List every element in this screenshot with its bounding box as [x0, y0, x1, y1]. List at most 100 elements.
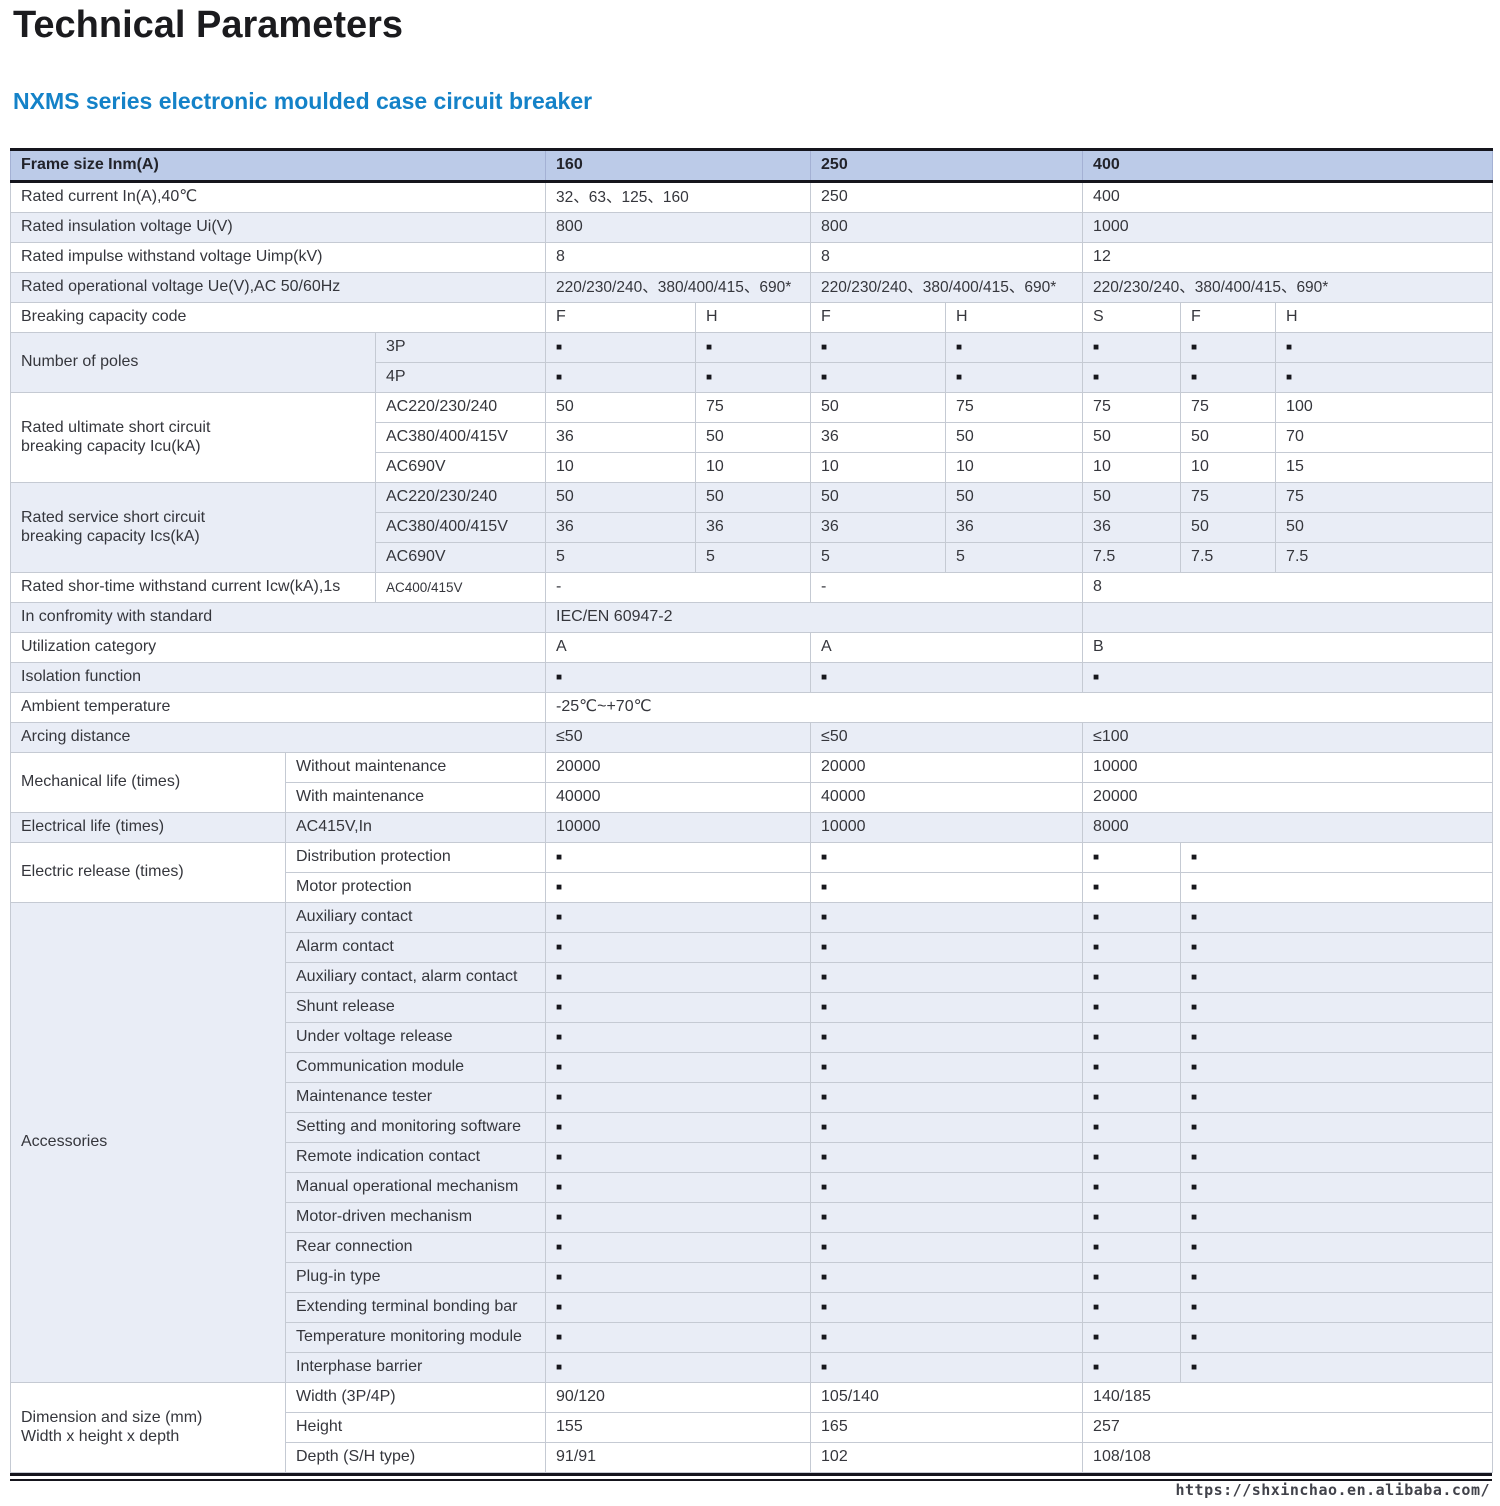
sub-label: AC380/400/415V [374, 512, 547, 543]
cell-value: 50 [810, 482, 947, 513]
table-row: AC690V 5 5 5 5 7.5 7.5 7.5 [11, 542, 1494, 573]
sub-label: AC690V [374, 542, 547, 573]
row-label: Rated impulse withstand voltage Uimp(kV) [9, 242, 547, 273]
availability-square: ■ [1180, 932, 1494, 963]
availability-square: ■ [810, 1142, 1084, 1173]
table-row: Arcing distance ≤50 ≤50 ≤100 [9, 722, 1494, 753]
availability-square: ■ [1180, 1322, 1494, 1353]
availability-square: ■ [1082, 962, 1182, 993]
cell-value: 50 [545, 482, 697, 513]
bottom-double-rule [10, 1473, 1492, 1481]
cell-value: 70 [1275, 422, 1494, 453]
sub-label: Remote indication contact [284, 1142, 547, 1173]
row-label: Dimension and size (mm) Width x height x… [10, 1382, 286, 1473]
cell-value: 5 [810, 542, 947, 573]
cell-value: ≤100 [1082, 722, 1494, 753]
sub-label: Shunt release [284, 992, 547, 1023]
sub-label: Without maintenance [284, 752, 547, 783]
column-header: Frame size Inm(A) [9, 149, 547, 183]
cell-value: 36 [810, 422, 947, 453]
availability-square: ■ [810, 932, 1084, 963]
row-label: Rated operational voltage Ue(V),AC 50/60… [9, 272, 547, 303]
table-row: Electric release (times) Distribution pro… [10, 842, 1494, 903]
availability-square: ■ [1082, 872, 1182, 903]
availability-square: ■ [1082, 362, 1182, 393]
table-row: Setting and monitoring software ■ ■ ■ ■ [11, 1112, 1494, 1143]
table-row: Frame size Inm(A) 160 250 400 [9, 149, 1494, 183]
sub-label: Maintenance tester [284, 1082, 547, 1113]
availability-square: ■ [1180, 1112, 1494, 1143]
table-row: Rated operational voltage Ue(V),AC 50/60… [9, 272, 1494, 303]
table-row: Communication module ■ ■ ■ ■ [11, 1052, 1494, 1083]
availability-square: ■ [810, 1322, 1084, 1353]
availability-square: ■ [545, 362, 697, 393]
availability-square: ■ [545, 992, 812, 1023]
table-row: Interphase barrier ■ ■ ■ ■ [11, 1352, 1494, 1383]
table-row: Dimension and size (mm) Width x height x… [10, 1382, 1494, 1473]
cell-value: 50 [1180, 422, 1277, 453]
cell-value: B [1082, 632, 1494, 663]
cell-value: ≤50 [545, 722, 812, 753]
cell-value: 5 [945, 542, 1084, 573]
availability-square: ■ [1082, 1112, 1182, 1143]
row-label: Arcing distance [9, 722, 547, 753]
cell-value: H [695, 302, 812, 333]
availability-square: ■ [1082, 1052, 1182, 1083]
cell-value: 50 [1082, 482, 1182, 513]
row-label: Electric release (times) [10, 842, 286, 903]
availability-square: ■ [695, 362, 812, 393]
sub-label: Motor protection [284, 872, 547, 903]
availability-square: ■ [1180, 962, 1494, 993]
availability-square: ■ [1082, 1082, 1182, 1113]
table-row: Rated ultimate short circuit breaking ca… [10, 392, 1494, 483]
availability-square: ■ [945, 362, 1084, 393]
cell-value: 155 [545, 1412, 812, 1443]
cell-value: 220/230/240、380/400/415、690* [810, 272, 1084, 303]
sub-label: Setting and monitoring software [284, 1112, 547, 1143]
availability-square: ■ [1082, 1232, 1182, 1263]
sub-label: Rear connection [284, 1232, 547, 1263]
row-label: Electrical life (times) [10, 812, 286, 843]
sub-label: Auxiliary contact [284, 902, 547, 933]
cell-value: 75 [1180, 482, 1277, 513]
cell-value: 8 [545, 242, 812, 273]
sub-label: AC220/230/240 [374, 482, 547, 513]
sub-label: Depth (S/H type) [284, 1442, 547, 1473]
availability-square: ■ [810, 1052, 1084, 1083]
cell-value: 75 [1082, 392, 1182, 423]
cell-value: 257 [1082, 1412, 1494, 1443]
sub-label: Plug-in type [284, 1262, 547, 1293]
cell-value: 102 [810, 1442, 1084, 1473]
sub-label: Width (3P/4P) [284, 1382, 547, 1413]
availability-square: ■ [1082, 662, 1494, 693]
sub-label: AC690V [374, 452, 547, 483]
cell-value: 12 [1082, 242, 1494, 273]
row-label: Number of poles [10, 332, 376, 393]
cell-value: 50 [1180, 512, 1277, 543]
availability-square: ■ [1180, 1172, 1494, 1203]
cell-value: 50 [810, 392, 947, 423]
cell-value: 36 [545, 512, 697, 543]
sub-label: Under voltage release [284, 1022, 547, 1053]
table-row: Manual operational mechanism ■ ■ ■ ■ [11, 1172, 1494, 1203]
availability-square: ■ [945, 332, 1084, 363]
cell-value: 36 [1082, 512, 1182, 543]
availability-square: ■ [1180, 1232, 1494, 1263]
cell-value: IEC/EN 60947-2 [545, 602, 1084, 633]
row-label: Isolation function [9, 662, 547, 693]
cell-value: 5 [545, 542, 697, 573]
cell-value: 10 [1180, 452, 1277, 483]
table-row: Rated service short circuit breaking cap… [10, 482, 1494, 573]
cell-value: 20000 [1082, 782, 1494, 813]
cell-value: 40000 [545, 782, 812, 813]
cell-value: ≤50 [810, 722, 1084, 753]
table-row: Isolation function ■ ■ ■ [9, 662, 1494, 693]
availability-square: ■ [545, 1262, 812, 1293]
availability-square: ■ [1180, 1052, 1494, 1083]
availability-square: ■ [1180, 1202, 1494, 1233]
availability-square: ■ [545, 1022, 812, 1053]
cell-value: 36 [810, 512, 947, 543]
sub-label: Height [284, 1412, 547, 1443]
cell-value: 50 [1275, 512, 1494, 543]
table-row: In confromity with standard IEC/EN 60947-… [9, 602, 1494, 633]
